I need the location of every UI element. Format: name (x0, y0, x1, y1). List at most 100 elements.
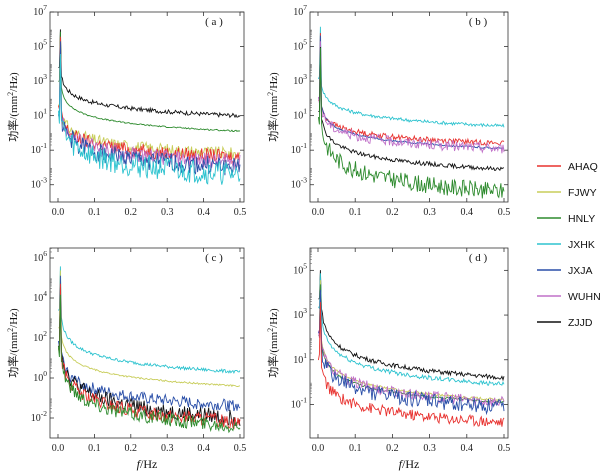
panel-label: ( c ) (205, 252, 223, 264)
series-line-wuhn (317, 41, 505, 154)
series-line-hnly (317, 47, 505, 199)
legend-label: JXHK (568, 239, 595, 251)
y-tick-label: 101 (293, 107, 307, 122)
y-label-base: 功率/(mm (6, 331, 20, 377)
x-axis-label: f/Hz (137, 457, 158, 471)
y-label-base: 功率/(mm (266, 331, 280, 377)
y-tick-label: 10-3 (291, 176, 307, 191)
x-tick-label: 0.1 (88, 443, 101, 454)
legend-item-hnly: HNLY (537, 213, 595, 225)
x-tick-label: 0.4 (461, 443, 474, 454)
x-tick-label: 0.0 (312, 443, 325, 454)
x-tick-label: 0.5 (234, 207, 247, 218)
legend-label: WUHN (568, 291, 601, 303)
x-tick-label: 0.5 (498, 207, 511, 218)
legend-item-fjwy: FJWY (537, 187, 597, 199)
x-tick-label: 0.4 (461, 207, 474, 218)
x-tick-label: 0.4 (197, 207, 210, 218)
x-tick-label: 0.3 (423, 207, 436, 218)
series-line-ahaq (57, 283, 241, 430)
series-line-jxja (318, 35, 505, 150)
y-axis-label: 功率/(mm2/Hz) (266, 72, 280, 142)
x-tick-label: 0.2 (386, 207, 399, 218)
x-tick-label: 0.5 (234, 443, 247, 454)
series-line-zjjd (318, 46, 505, 172)
y-tick-label: 10-3 (31, 176, 47, 191)
y-tick-label: 10-2 (31, 409, 47, 424)
plot-frame (49, 11, 245, 203)
y-tick-label: 106 (33, 249, 47, 264)
y-tick-label: 10-1 (291, 395, 307, 410)
legend-item-jxhk: JXHK (537, 239, 595, 251)
x-tick-label: 0.5 (498, 443, 511, 454)
y-label-sup: 2 (266, 92, 275, 96)
x-label-var: f (399, 457, 404, 471)
x-tick-label: 0.3 (161, 207, 174, 218)
panel-label: ( d ) (469, 252, 488, 264)
series-line-jxhk (318, 273, 505, 386)
plot-frame (309, 247, 509, 439)
x-tick-label: 0.1 (349, 443, 362, 454)
x-label-unit: /Hz (402, 457, 419, 471)
y-label-sup: 2 (266, 328, 275, 332)
x-tick-label: 0.0 (52, 443, 65, 454)
y-tick-label: 103 (33, 72, 47, 87)
plot-frame (49, 247, 245, 439)
y-label-tail: /Hz) (268, 72, 280, 92)
x-tick-label: 0.1 (349, 207, 362, 218)
legend-label: HNLY (568, 213, 595, 225)
y-tick-label: 107 (293, 3, 307, 18)
y-tick-label: 105 (33, 38, 47, 53)
x-tick-label: 0.2 (386, 443, 399, 454)
series-line-ahaq (317, 302, 505, 427)
x-axis-label: f/Hz (399, 457, 420, 471)
series-line-zjjd (318, 270, 505, 382)
y-tick-label: 100 (33, 369, 47, 384)
series-line-jxja (57, 275, 241, 413)
series-line-hnly (57, 294, 241, 434)
y-tick-label: 10-1 (31, 141, 47, 156)
x-label-var: f (137, 457, 142, 471)
legend-item-ahaq: AHAQ (537, 161, 598, 173)
legend-item-jxja: JXJA (537, 265, 593, 277)
legend-item-wuhn: WUHN (537, 291, 601, 303)
y-tick-label: 104 (33, 289, 47, 304)
x-tick-label: 0.1 (88, 207, 101, 218)
series-line-zjjd (58, 29, 241, 119)
y-tick-label: 105 (293, 261, 307, 276)
series-line-fjwy (58, 270, 241, 388)
series-line-hnly (58, 31, 241, 132)
panel-a: 0.0 0.1 0.2 0.3 0.4 0.5 10-3 10-1 101 103 105 107 ( … (6, 3, 246, 218)
panel-d: 0.0 0.1 0.2 0.3 0.4 0.5 10-1 101 103 105 ( d ) 功率/(… (266, 247, 511, 471)
y-label-sup: 2 (6, 92, 15, 96)
legend-label: JXJA (568, 265, 593, 277)
legend-label: AHAQ (568, 161, 598, 173)
y-label-base: 功率/(mm (266, 95, 280, 141)
series-line-jxhk (57, 53, 241, 185)
x-tick-label: 0.0 (52, 207, 65, 218)
y-label-tail: /Hz) (8, 308, 20, 328)
legend-label: FJWY (568, 187, 597, 199)
y-axis-label: 功率/(mm2/Hz) (6, 72, 20, 142)
x-tick-label: 0.3 (423, 443, 436, 454)
x-label-unit: /Hz (140, 457, 157, 471)
plot-frame (309, 11, 509, 203)
y-label-sup: 2 (6, 328, 15, 332)
series-line-ahaq (318, 32, 505, 147)
y-label-tail: /Hz) (268, 308, 280, 328)
legend-item-zjjd: ZJJD (537, 317, 593, 329)
panel-c: 0.0 0.1 0.2 0.3 0.4 0.5 10-2 100 102 104 106 ( c ) 功… (6, 247, 247, 471)
y-tick-label: 101 (293, 351, 307, 366)
x-tick-label: 0.3 (161, 443, 174, 454)
x-tick-label: 0.0 (312, 207, 325, 218)
series-line-zjjd (58, 287, 241, 427)
legend: AHAQ FJWY HNLY JXHK JXJA WUHN ZJJD (537, 161, 601, 329)
panel-label: ( a ) (205, 16, 223, 28)
y-tick-label: 10-1 (291, 141, 307, 156)
y-label-tail: /Hz) (8, 72, 20, 92)
y-label-base: 功率/(mm (6, 95, 20, 141)
y-tick-label: 105 (293, 38, 307, 53)
y-tick-label: 107 (33, 3, 47, 18)
y-tick-label: 103 (293, 306, 307, 321)
